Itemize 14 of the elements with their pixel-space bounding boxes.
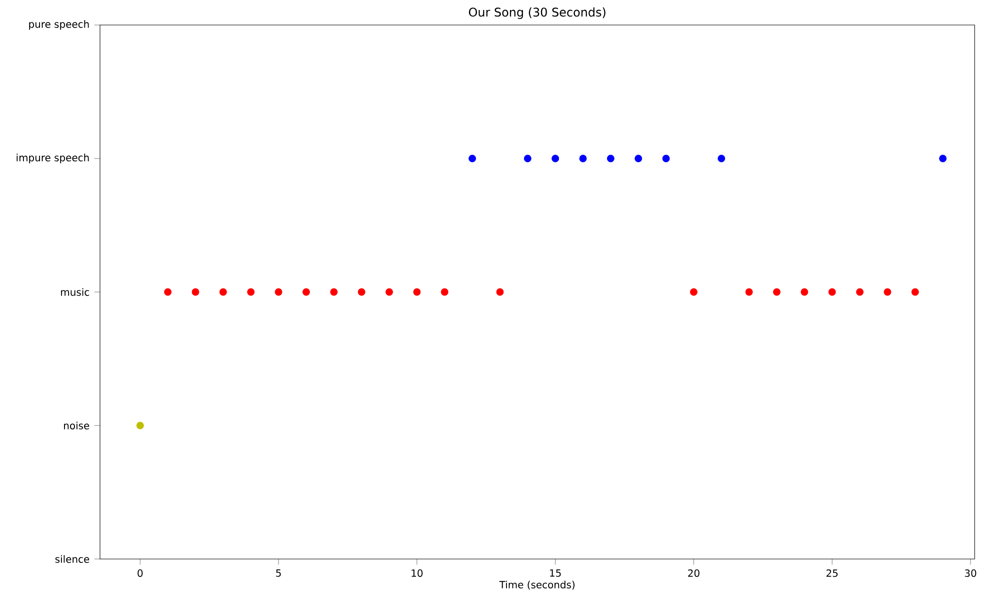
y-tick-label: pure speech: [29, 20, 89, 30]
x-tick-label: 10: [412, 569, 423, 577]
x-axis-title: Time (seconds): [499, 580, 574, 590]
y-tick-label: music: [61, 288, 90, 296]
x-tick-label: 30: [964, 569, 976, 577]
x-tick-label: 15: [550, 569, 561, 577]
y-tick-label: noise: [64, 422, 90, 430]
x-tick-label: 5: [276, 569, 281, 577]
x-tick-label: 25: [826, 569, 838, 577]
y-tick-label: silence: [55, 555, 90, 563]
chart-title: Our Song (30 Seconds): [468, 7, 606, 19]
x-tick-label: 20: [688, 569, 700, 577]
y-tick-label: impure speech: [16, 154, 89, 164]
x-tick-label: 0: [138, 569, 143, 577]
